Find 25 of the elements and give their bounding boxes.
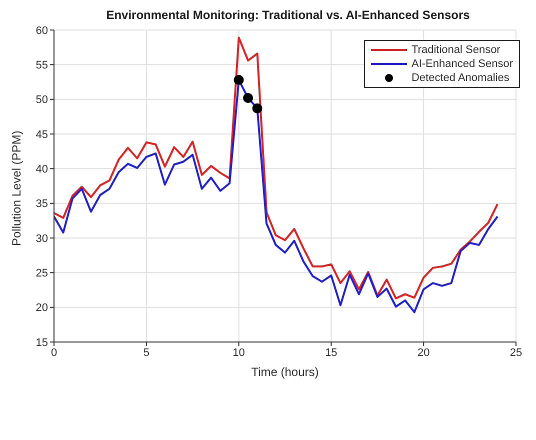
legend-label: Traditional Sensor: [411, 44, 500, 56]
x-tick-label: 20: [417, 346, 430, 359]
point: [243, 92, 254, 103]
legend-label: Detected Anomalies: [411, 72, 510, 84]
x-tick-label: 0: [50, 346, 58, 359]
chart-title: Environmental Monitoring: Traditional vs. AI-Enhanced Sensors: [105, 8, 471, 22]
point: [252, 103, 262, 114]
x-tick-label: 10: [232, 346, 245, 359]
x-tick-label: 15: [325, 346, 338, 359]
y-tick-label: 25: [36, 268, 48, 280]
y-tick-label: 40: [36, 164, 48, 176]
y-tick-label: 20: [36, 302, 48, 314]
y-axis-title: Pollution Level (PPM): [9, 130, 24, 246]
y-tick-label: 30: [36, 232, 48, 245]
y-tick-label: 60: [36, 24, 48, 37]
y-tick-label: 35: [36, 198, 48, 210]
y-tick-label: 50: [36, 94, 48, 106]
y-tick-label: 45: [36, 128, 48, 141]
y-tick-label: 55: [36, 60, 48, 72]
y-tick-label: 15: [36, 336, 48, 349]
point: [234, 74, 244, 85]
x-tick-label: 5: [143, 346, 150, 359]
x-tick-label: 25: [510, 346, 522, 359]
legend-label: AI-Enhanced Sensor: [411, 58, 513, 70]
x-axis-title: Time (hours): [251, 365, 319, 379]
